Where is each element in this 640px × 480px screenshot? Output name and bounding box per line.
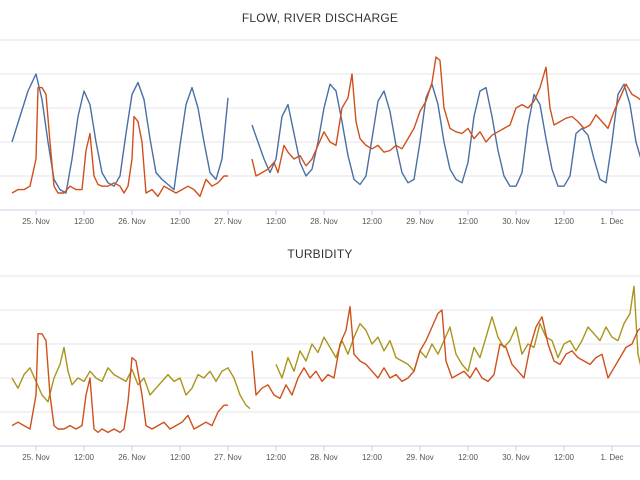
- flow-chart: 25. Nov 12:00 26. Nov 12:00 27. Nov 12:00 28. …: [0, 39, 640, 226]
- x-tick-label: 12:00: [74, 453, 95, 462]
- x-tick-label: 25. Nov: [22, 453, 50, 462]
- x-tick-label: 1. Dec: [600, 217, 623, 226]
- x-tick-label: 1. Dec: [600, 453, 623, 462]
- x-axis: 25. Nov 12:00 26. Nov 12:00 27. Nov 12:00 28. …: [22, 210, 624, 226]
- series-2: [11, 305, 640, 434]
- chart-2-title: TURBIDITY: [287, 247, 353, 261]
- grid: [0, 275, 640, 447]
- x-tick-label: 26. Nov: [118, 453, 146, 462]
- series-line: [11, 333, 228, 434]
- x-tick-label: 12:00: [266, 217, 287, 226]
- x-tick-label: 12:00: [362, 217, 383, 226]
- x-tick-label: 28. Nov: [310, 217, 338, 226]
- series-line: [251, 56, 640, 177]
- series-line: [275, 285, 640, 379]
- x-tick-label: 12:00: [458, 453, 479, 462]
- x-tick-label: 12:00: [362, 453, 383, 462]
- x-tick-label: 12:00: [554, 217, 575, 226]
- x-tick-label: 12:00: [74, 217, 95, 226]
- series-line: [11, 86, 228, 198]
- x-tick-label: 25. Nov: [22, 217, 50, 226]
- x-axis: 25. Nov 12:00 26. Nov 12:00 27. Nov 12:00 28. …: [22, 446, 624, 462]
- series-line: [251, 83, 640, 187]
- grid: [0, 39, 640, 211]
- x-tick-label: 30. Nov: [502, 453, 530, 462]
- x-tick-label: 12:00: [170, 217, 191, 226]
- series-line: [11, 346, 251, 410]
- x-tick-label: 26. Nov: [118, 217, 146, 226]
- x-tick-label: 27. Nov: [214, 453, 242, 462]
- x-tick-label: 12:00: [266, 453, 287, 462]
- x-tick-label: 29. Nov: [406, 217, 434, 226]
- series-line: [251, 305, 640, 400]
- x-tick-label: 30. Nov: [502, 217, 530, 226]
- x-tick-label: 12:00: [170, 453, 191, 462]
- turbidity-chart: 25. Nov 12:00 26. Nov 12:00 27. Nov 12:00 28. …: [0, 275, 640, 462]
- x-tick-label: 27. Nov: [214, 217, 242, 226]
- series-1: [11, 285, 640, 410]
- series-2: [11, 56, 640, 198]
- chart-1-title: FLOW, RIVER DISCHARGE: [241, 11, 399, 25]
- x-tick-label: 12:00: [458, 217, 479, 226]
- x-tick-label: 28. Nov: [310, 453, 338, 462]
- x-tick-label: 29. Nov: [406, 453, 434, 462]
- series-1: [11, 73, 640, 194]
- x-tick-label: 12:00: [554, 453, 575, 462]
